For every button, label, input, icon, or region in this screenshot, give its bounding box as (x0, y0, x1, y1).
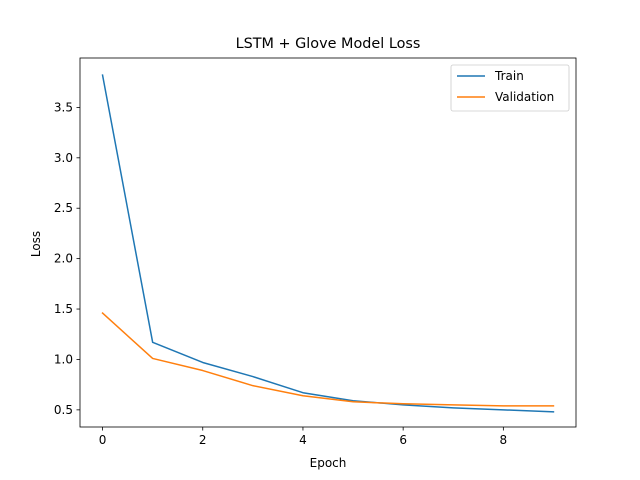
legend-label-train: Train (494, 69, 524, 83)
axes-frame (79, 57, 577, 428)
y-tick-label: 2.0 (54, 252, 73, 266)
chart-title: LSTM + Glove Model Loss (236, 36, 421, 52)
series-line-validation (101, 312, 555, 407)
y-tick-label: 0.5 (54, 403, 73, 417)
x-tick-label: 0 (99, 433, 107, 447)
x-tick-label: 6 (399, 433, 407, 447)
x-tick-label: 8 (500, 433, 508, 447)
y-axis-label: Loss (29, 231, 43, 257)
x-tick-label: 4 (299, 433, 307, 447)
x-tick-label: 2 (199, 433, 207, 447)
y-tick-label: 2.5 (54, 201, 73, 215)
x-axis-label: Epoch (310, 456, 347, 470)
x-axis: 0 2 4 6 8 (99, 427, 507, 447)
legend: Train Validation (450, 64, 570, 112)
y-tick-label: 3.0 (54, 151, 73, 165)
plot-area (79, 57, 577, 428)
y-tick-label: 1.0 (54, 352, 73, 366)
series-line-train (101, 74, 555, 413)
y-tick-label: 3.5 (54, 100, 73, 114)
y-tick-label: 1.5 (54, 302, 73, 316)
y-axis: 0.5 1.0 1.5 2.0 2.5 3.0 3.5 (54, 100, 80, 417)
legend-label-validation: Validation (495, 90, 554, 104)
